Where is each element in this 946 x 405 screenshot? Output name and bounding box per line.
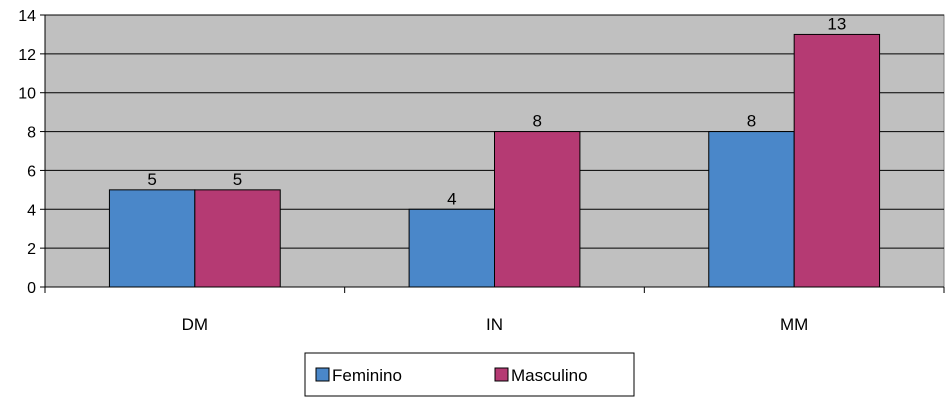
bar-feminino-in: [408, 208, 495, 288]
bar-feminino-dm: [108, 189, 196, 288]
legend: Feminino Masculino: [304, 352, 635, 397]
y-tick-label: 8: [27, 125, 36, 142]
y-tick-label: 12: [18, 47, 36, 64]
bar-masculino-mm: [793, 33, 881, 288]
legend-label-feminino: Feminino: [332, 366, 402, 385]
y-tick-label: 4: [27, 202, 36, 219]
data-label: 5: [147, 170, 156, 189]
y-tick-label: 0: [27, 280, 36, 297]
legend-label-masculino: Masculino: [511, 366, 588, 385]
bars: [108, 33, 881, 288]
x-tick-label: IN: [486, 315, 503, 334]
data-label: 13: [827, 14, 846, 33]
x-tick-label: MM: [780, 315, 808, 334]
legend-swatch-masculino: [494, 367, 509, 382]
data-label: 4: [447, 189, 456, 208]
bar-feminino-mm: [708, 131, 795, 288]
bar-masculino-in: [494, 131, 581, 288]
x-tick-label: DM: [182, 315, 208, 334]
y-tick-label: 14: [18, 8, 36, 25]
data-label: 8: [532, 112, 541, 131]
legend-swatch-feminino: [315, 367, 330, 382]
data-labels: 5 5 4 8 8 13: [147, 14, 846, 208]
legend-box: [304, 352, 635, 397]
data-label: 5: [233, 170, 242, 189]
y-tick-label: 10: [18, 86, 36, 103]
bar-masculino-dm: [194, 189, 281, 288]
data-label: 8: [747, 112, 756, 131]
y-tick-label: 6: [27, 163, 36, 180]
y-tick-label: 2: [27, 241, 36, 258]
